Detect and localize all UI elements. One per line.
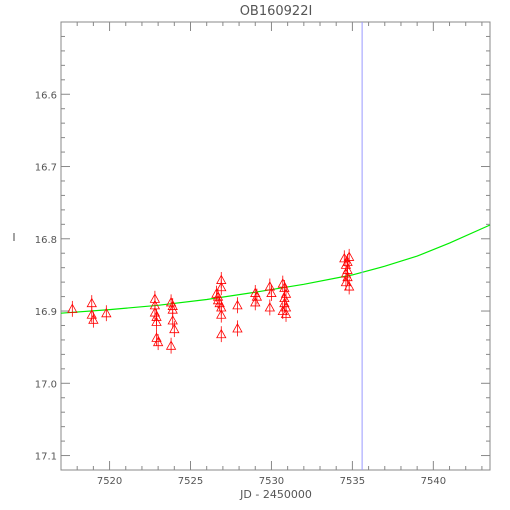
data-point <box>214 295 225 312</box>
triangle-marker <box>101 307 112 318</box>
data-point <box>279 295 290 312</box>
data-points-group <box>67 248 355 354</box>
data-point <box>342 253 353 270</box>
plot-frame <box>60 21 491 471</box>
data-point <box>88 311 99 328</box>
x-tick-label: 7530 <box>259 476 284 487</box>
data-point <box>232 320 243 337</box>
data-point <box>280 305 292 322</box>
model-curve-group <box>60 224 491 314</box>
x-axis-label: JD - 2450000 <box>239 488 312 501</box>
data-point <box>266 285 277 301</box>
triangle-marker <box>232 299 243 310</box>
data-point <box>216 326 227 343</box>
triangle-marker <box>216 309 227 319</box>
y-tick-label: 17.0 <box>35 379 57 390</box>
data-point <box>280 285 292 302</box>
triangle-marker <box>343 281 355 291</box>
triangle-marker <box>250 297 261 307</box>
triangle-marker <box>216 281 227 292</box>
triangle-marker <box>264 302 276 312</box>
triangle-marker <box>279 297 290 308</box>
triangle-marker <box>167 315 178 325</box>
x-tick-label: 7520 <box>97 476 122 487</box>
triangle-marker <box>152 336 164 347</box>
data-point <box>167 312 178 329</box>
y-tick-label: 16.7 <box>35 163 57 174</box>
triangle-marker <box>149 307 161 317</box>
axis-ticks <box>60 22 490 471</box>
axis-tick-labels: 7520 7525 7530 7535 7540 16.6 16.7 16.8 16.9 17.0… <box>35 90 446 487</box>
data-point <box>277 275 288 292</box>
triangle-marker <box>214 297 225 308</box>
x-tick-label: 7535 <box>340 476 365 487</box>
model-curve <box>60 224 491 314</box>
triangle-marker <box>67 303 78 313</box>
data-point <box>232 297 243 314</box>
data-point <box>264 299 276 316</box>
y-tick-label: 16.8 <box>35 235 57 246</box>
triangle-marker <box>266 287 277 297</box>
triangle-marker <box>280 288 292 298</box>
triangle-marker <box>264 281 276 291</box>
triangle-marker <box>151 332 162 342</box>
data-point <box>343 278 355 295</box>
triangle-marker <box>340 276 352 287</box>
data-point <box>216 272 227 288</box>
triangle-marker <box>165 340 177 350</box>
y-tick-label: 16.6 <box>35 90 57 101</box>
triangle-marker <box>151 316 162 326</box>
triangle-marker <box>342 256 353 266</box>
y-axis-label: I <box>12 231 15 244</box>
data-point <box>169 321 180 338</box>
triangle-marker <box>88 314 99 324</box>
data-point <box>165 337 177 354</box>
plot-border <box>60 21 491 471</box>
data-point <box>216 306 227 323</box>
x-tick-label: 7525 <box>178 476 203 487</box>
triangle-marker <box>216 274 227 284</box>
y-tick-label: 16.9 <box>35 307 57 318</box>
triangle-marker <box>277 278 288 288</box>
data-point <box>67 300 78 317</box>
triangle-marker <box>280 308 292 318</box>
triangle-marker <box>86 297 97 308</box>
data-point <box>149 304 161 321</box>
triangle-marker <box>216 328 227 339</box>
data-point <box>151 329 162 346</box>
y-tick-label: 17.1 <box>35 452 57 463</box>
data-point <box>250 294 261 311</box>
data-point <box>86 306 97 323</box>
triangle-marker <box>169 323 180 334</box>
triangle-marker <box>232 323 243 333</box>
x-tick-label: 7540 <box>421 476 446 487</box>
chart-title: OB160922I <box>240 4 313 19</box>
data-point <box>101 305 112 322</box>
data-point <box>152 334 164 351</box>
data-point <box>151 313 162 330</box>
